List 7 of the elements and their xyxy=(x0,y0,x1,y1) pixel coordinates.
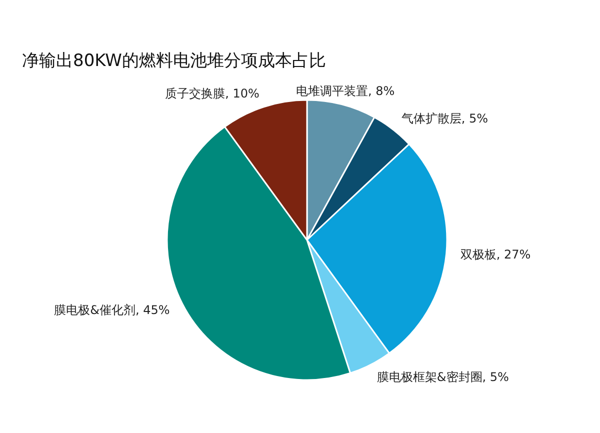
slice-label: 气体扩散层, 5% xyxy=(401,111,488,126)
chart-title: 净输出80KW的燃料电池堆分项成本占比 xyxy=(22,51,326,71)
slice-label: 电堆调平装置, 8% xyxy=(296,84,395,98)
slice-label: 质子交换膜, 10% xyxy=(165,86,260,101)
slice-label: 膜电极框架&密封圈, 5% xyxy=(376,370,509,384)
slice-label: 膜电极&催化剂, 45% xyxy=(54,302,170,317)
slice-label: 双极板, 27% xyxy=(460,247,531,262)
